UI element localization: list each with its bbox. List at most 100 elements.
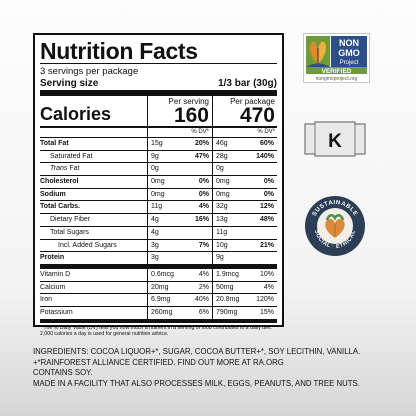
nutrient-dv-serving: 0% [198,178,209,186]
dv-header-serving: % DV* [147,128,212,137]
nutrient-name: Protein [40,254,65,262]
nutrient-amount-serving: 20mg [151,283,169,291]
nutrient-amount-serving: 15g [151,140,163,147]
svg-text:GMO: GMO [338,48,360,58]
nutrient-dv-package: 140% [256,152,274,160]
nutrient-name: Cholesterol [40,178,79,186]
nutrient-dv-package: 15% [259,308,274,316]
nutrient-row-added-sugars: Incl. Added Sugars 3g 7% 10g 21% [40,238,277,252]
nutrition-facts-panel: Nutrition Facts 3 servings per package S… [33,33,284,337]
nutrient-amount-package: 790mg [216,308,238,316]
serving-size-row: Serving size 1/3 bar (30g) [40,78,277,90]
nutrient-amount-package: 0g [216,165,224,173]
nutrient-amount-serving: 6.9mg [151,296,171,304]
nutrient-name: Incl. Added Sugars [58,241,117,249]
serving-size-label: Serving size [40,78,99,89]
nutrient-row-saturated-fat: Saturated Fat 9g 47% 28g 140% [40,149,277,163]
allergen-statement: CONTAINS SOY. [33,368,93,378]
nutrient-row-total-fat: Total Fat 15g 20% 46g 60% [40,137,277,150]
svg-text:Project: Project [340,60,359,66]
nutrient-amount-serving: 0mg [151,190,165,198]
nutrient-dv-serving: 4% [198,203,209,211]
nutrient-amount-package: 0mg [216,178,230,186]
nutrient-name: Total Fat [40,140,69,147]
nutrient-amount-package: 20.8mg [216,296,240,304]
nutrient-amount-package: 32g [216,203,228,211]
nutrient-row-potassium: Potassium 260mg 6% 790mg 15% [40,305,277,319]
ingredients-list: INGREDIENTS: COCOA LIQUOR+*, SUGAR, COCO… [33,347,361,356]
nutrient-dv-serving: 47% [194,152,209,160]
nutrient-dv-package: 10% [259,270,274,278]
nutrient-amount-package: 10g [216,241,228,249]
svg-text:NON: NON [339,38,359,48]
nutrient-row-vitamin-d: Vitamin D 0.6mcg 4% 1.9mcg 10% [40,268,277,281]
nutrient-row-total-sugars: Total Sugars 4g 11g [40,225,277,239]
ingredients-block: INGREDIENTS: COCOA LIQUOR+*, SUGAR, COCO… [33,347,403,389]
nutrient-amount-package: 13g [216,216,228,224]
nutrient-dv-package: 12% [259,203,274,211]
nutrient-dv-serving: 0% [198,190,209,198]
nutrient-amount-serving: 0.6mcg [151,270,174,278]
nutrient-dv-package: 0% [263,190,274,198]
nutrient-amount-serving: 9g [151,152,159,160]
nutrient-dv-package: 60% [259,140,274,147]
nutrient-dv-serving: 20% [194,140,209,147]
non-gmo-project-badge: NON GMO Project VERIFIED nongmoproject.o… [303,33,370,83]
per-package-header: Per package [230,97,275,106]
nutrient-amount-package: 28g [216,152,228,160]
nutrient-name: Saturated Fat [50,152,93,160]
svg-text:nongmoproject.org: nongmoproject.org [316,76,358,82]
calories-label: Calories [40,104,112,124]
nutrient-row-calcium: Calcium 20mg 2% 50mg 4% [40,280,277,294]
nutrient-row-sodium: Sodium 0mg 0% 0mg 0% [40,187,277,201]
facility-statement: MADE IN A FACILITY THAT ALSO PROCESSES M… [33,378,360,388]
nutrient-row-total-carbs: Total Carbs. 11g 4% 32g 12% [40,200,277,214]
svg-text:VERIFIED: VERIFIED [322,68,352,75]
nutrient-dv-package: 120% [256,296,274,304]
non-gmo-butterfly-icon: NON GMO Project VERIFIED nongmoproject.o… [306,36,367,82]
nutrient-name: Total Sugars [50,228,89,236]
serving-size-value: 1/3 bar (30g) [218,78,277,89]
nutrition-facts-title: Nutrition Facts [40,38,198,64]
servings-per-package: 3 servings per package [40,66,139,77]
nutrient-name: Iron [40,296,53,304]
dv-header-row: % DV* % DV* [40,128,277,137]
nutrient-dv-serving: 4% [198,270,209,278]
sustainable-social-ethical-badge: SUSTAINABLE SOCIAL · ETHICAL [303,194,367,258]
nutrient-name: Vitamin D [40,270,71,278]
nutrient-dv-serving: 2% [198,283,209,291]
nutrient-name: Calcium [40,283,66,291]
nutrient-name: Sodium [40,190,66,198]
calories-row: Calories Per serving 160 Per package 470 [40,96,277,126]
nutrient-dv-serving: 16% [194,216,209,224]
svg-text:K: K [328,131,342,152]
dv-footnote: * The % Daily Value (DV) tells you how m… [40,324,272,338]
nutrient-dv-package: 48% [259,216,274,224]
nutrient-amount-package: 11g [216,228,228,236]
nutrient-amount-serving: 4g [151,216,159,224]
nutrient-amount-package: 50mg [216,283,234,291]
nutrient-row-trans-fat: Trans Fat 0g 0g [40,162,277,176]
nutrient-amount-serving: 3g [151,254,159,262]
nutrient-amount-serving: 0g [151,165,159,173]
nutrient-amount-serving: 0mg [151,178,165,186]
nutrient-amount-package: 0mg [216,190,230,198]
nutrient-name: Dietary Fiber [50,216,91,224]
nutrient-dv-package: 4% [263,283,274,291]
nutrient-name: Total Carbs. [40,203,80,211]
nutrient-amount-serving: 260mg [151,308,173,316]
nutrient-dv-serving: 6% [198,308,209,316]
nutrient-amount-serving: 3g [151,241,159,249]
nutrient-row-cholesterol: Cholesterol 0mg 0% 0mg 0% [40,175,277,188]
certification-note: +*RAINFOREST ALLIANCE CERTIFIED. FIND OU… [33,357,284,367]
nutrient-name: Trans Fat [50,165,80,173]
nutrient-dv-package: 0% [263,178,274,186]
nutrient-row-iron: Iron 6.9mg 40% 20.8mg 120% [40,293,277,306]
nutrient-amount-package: 1.9mcg [216,270,239,278]
kosher-k-icon: K [303,120,367,158]
nutrient-amount-package: 9g [216,254,224,262]
nutrient-name: Potassium [40,308,73,316]
nutrient-amount-serving: 4g [151,228,159,236]
nutrient-row-protein: Protein 3g 9g [40,251,277,264]
nutrient-amount-package: 46g [216,140,228,147]
